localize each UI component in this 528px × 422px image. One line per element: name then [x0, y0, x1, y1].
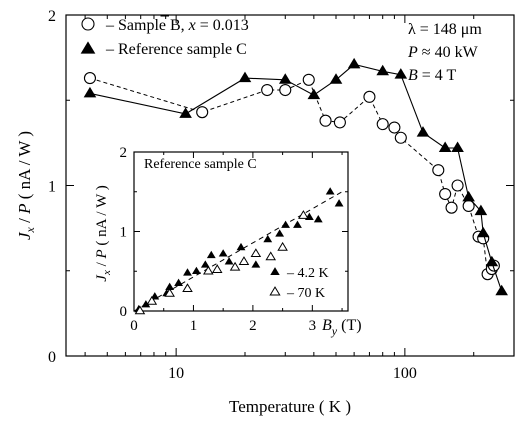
- inset-legend-label-70k: – 70 K: [286, 286, 325, 301]
- data-point-sample-b: [445, 201, 458, 214]
- data-point-sample-b: [333, 116, 346, 129]
- data-point-sample-b: [319, 114, 332, 127]
- inset-point-70k: [250, 248, 262, 258]
- inset-point-4k: [263, 234, 273, 243]
- data-point-sample-b: [196, 106, 209, 119]
- y-tick-label: 2: [48, 8, 56, 25]
- inset-point-4k: [183, 268, 192, 276]
- inset-point-4k: [275, 229, 285, 237]
- legend-marker-sample-b: [81, 17, 95, 31]
- inset-point-70k: [238, 256, 250, 266]
- inset-point-4k: [165, 282, 175, 290]
- legend-label-sample-b: – Sample B, x = 0.013: [105, 17, 249, 34]
- data-point-sample-b: [279, 83, 292, 97]
- inset-x-tick-label: 2: [249, 318, 257, 334]
- y-tick-label: 0: [48, 349, 56, 366]
- inset-point-4k: [251, 260, 261, 268]
- inset-point-4k: [141, 300, 151, 308]
- inset-y-tick-label: 1: [120, 225, 128, 241]
- y-tick-label: 1: [48, 179, 56, 196]
- data-point-reference-c: [438, 141, 452, 152]
- inset-point-4k: [224, 257, 234, 265]
- inset-y-tick-label: 0: [120, 304, 128, 320]
- inset-point-4k: [325, 187, 335, 195]
- data-point-sample-b: [363, 90, 376, 103]
- inset-point-70k: [277, 241, 288, 251]
- inset-point-4k: [192, 266, 201, 275]
- legend-label-reference-c: – Reference sample C: [105, 41, 247, 58]
- inset-point-70k: [164, 287, 175, 297]
- data-point-reference-c: [495, 284, 508, 296]
- annotation-wavelength: λ = 148 μm: [408, 21, 482, 38]
- data-point-reference-c: [462, 190, 475, 202]
- inset-point-70k: [134, 305, 146, 315]
- inset-x-tick-label: 1: [190, 318, 198, 334]
- data-point-sample-b: [451, 179, 464, 192]
- inset-x-tick-label: 3: [309, 318, 317, 334]
- y-axis-label: Jx / P ( nA / W ): [15, 131, 37, 240]
- data-point-sample-b: [388, 121, 401, 134]
- inset-x-axis-label: By (T): [322, 317, 362, 338]
- inset-point-4k: [334, 199, 344, 207]
- data-point-sample-b: [394, 131, 407, 144]
- x-axis-label: Temperature ( K ): [229, 397, 351, 416]
- inset-x-tick-label: 0: [130, 318, 138, 334]
- legend-marker-reference-c: [80, 41, 96, 54]
- inset-point-70k: [146, 295, 158, 305]
- legend: – Sample B, x = 0.013 – Reference sample …: [80, 15, 249, 58]
- inset-point-4k: [218, 249, 228, 257]
- data-point-reference-c: [329, 73, 343, 84]
- data-point-reference-c: [394, 68, 408, 79]
- data-point-sample-b: [261, 83, 274, 97]
- inset-point-70k: [265, 251, 277, 261]
- data-point-reference-c: [376, 64, 389, 76]
- data-point-reference-c: [416, 126, 430, 137]
- inset-legend-marker-4k: [270, 267, 280, 275]
- data-point-sample-b: [432, 164, 445, 177]
- inset-point-70k: [203, 265, 214, 275]
- x-tick-label: 10: [168, 365, 184, 382]
- inset-point-4k: [281, 220, 290, 228]
- inset-point-4k: [174, 278, 183, 286]
- x-tick-label: 100: [393, 365, 417, 382]
- inset-legend-marker-70k: [269, 286, 281, 296]
- data-point-reference-c: [485, 255, 499, 267]
- data-point-reference-c: [451, 141, 464, 152]
- inset-point-4k: [200, 260, 210, 268]
- data-point-sample-b: [439, 187, 452, 201]
- inset-title: Reference sample C: [144, 157, 257, 172]
- inset-point-4k: [313, 215, 323, 223]
- inset-chart: 0 1 2 3 0 1 2 Reference sample C By (T) Jx / P ( …: [84, 145, 362, 342]
- data-point-sample-b: [83, 72, 97, 85]
- data-point-reference-c: [83, 86, 97, 98]
- annotation-field: B = 4 T: [408, 67, 457, 84]
- data-point-reference-c: [307, 88, 321, 100]
- data-point-reference-c: [347, 57, 361, 69]
- data-point-reference-c: [476, 226, 490, 238]
- data-point-reference-c: [278, 73, 292, 84]
- inset-y-tick-label: 2: [120, 145, 128, 161]
- data-point-reference-c: [179, 107, 192, 118]
- inset-legend-label-4k: – 4.2 K: [286, 266, 329, 281]
- inset-point-4k: [206, 250, 216, 259]
- inset-point-70k: [211, 264, 223, 273]
- annotation-power: P ≈ 40 kW: [407, 44, 479, 61]
- inset-point-70k: [229, 261, 241, 271]
- inset-point-70k: [182, 283, 193, 293]
- data-point-reference-c: [474, 204, 488, 216]
- data-point-sample-b: [376, 118, 389, 131]
- inset-point-4k: [293, 220, 302, 228]
- inset-point-4k: [236, 242, 246, 251]
- data-point-sample-b: [302, 73, 315, 86]
- data-point-reference-c: [238, 71, 252, 83]
- inset-y-axis-label: Jx / P ( nA / W ): [94, 185, 113, 281]
- inset-point-70k: [298, 210, 309, 219]
